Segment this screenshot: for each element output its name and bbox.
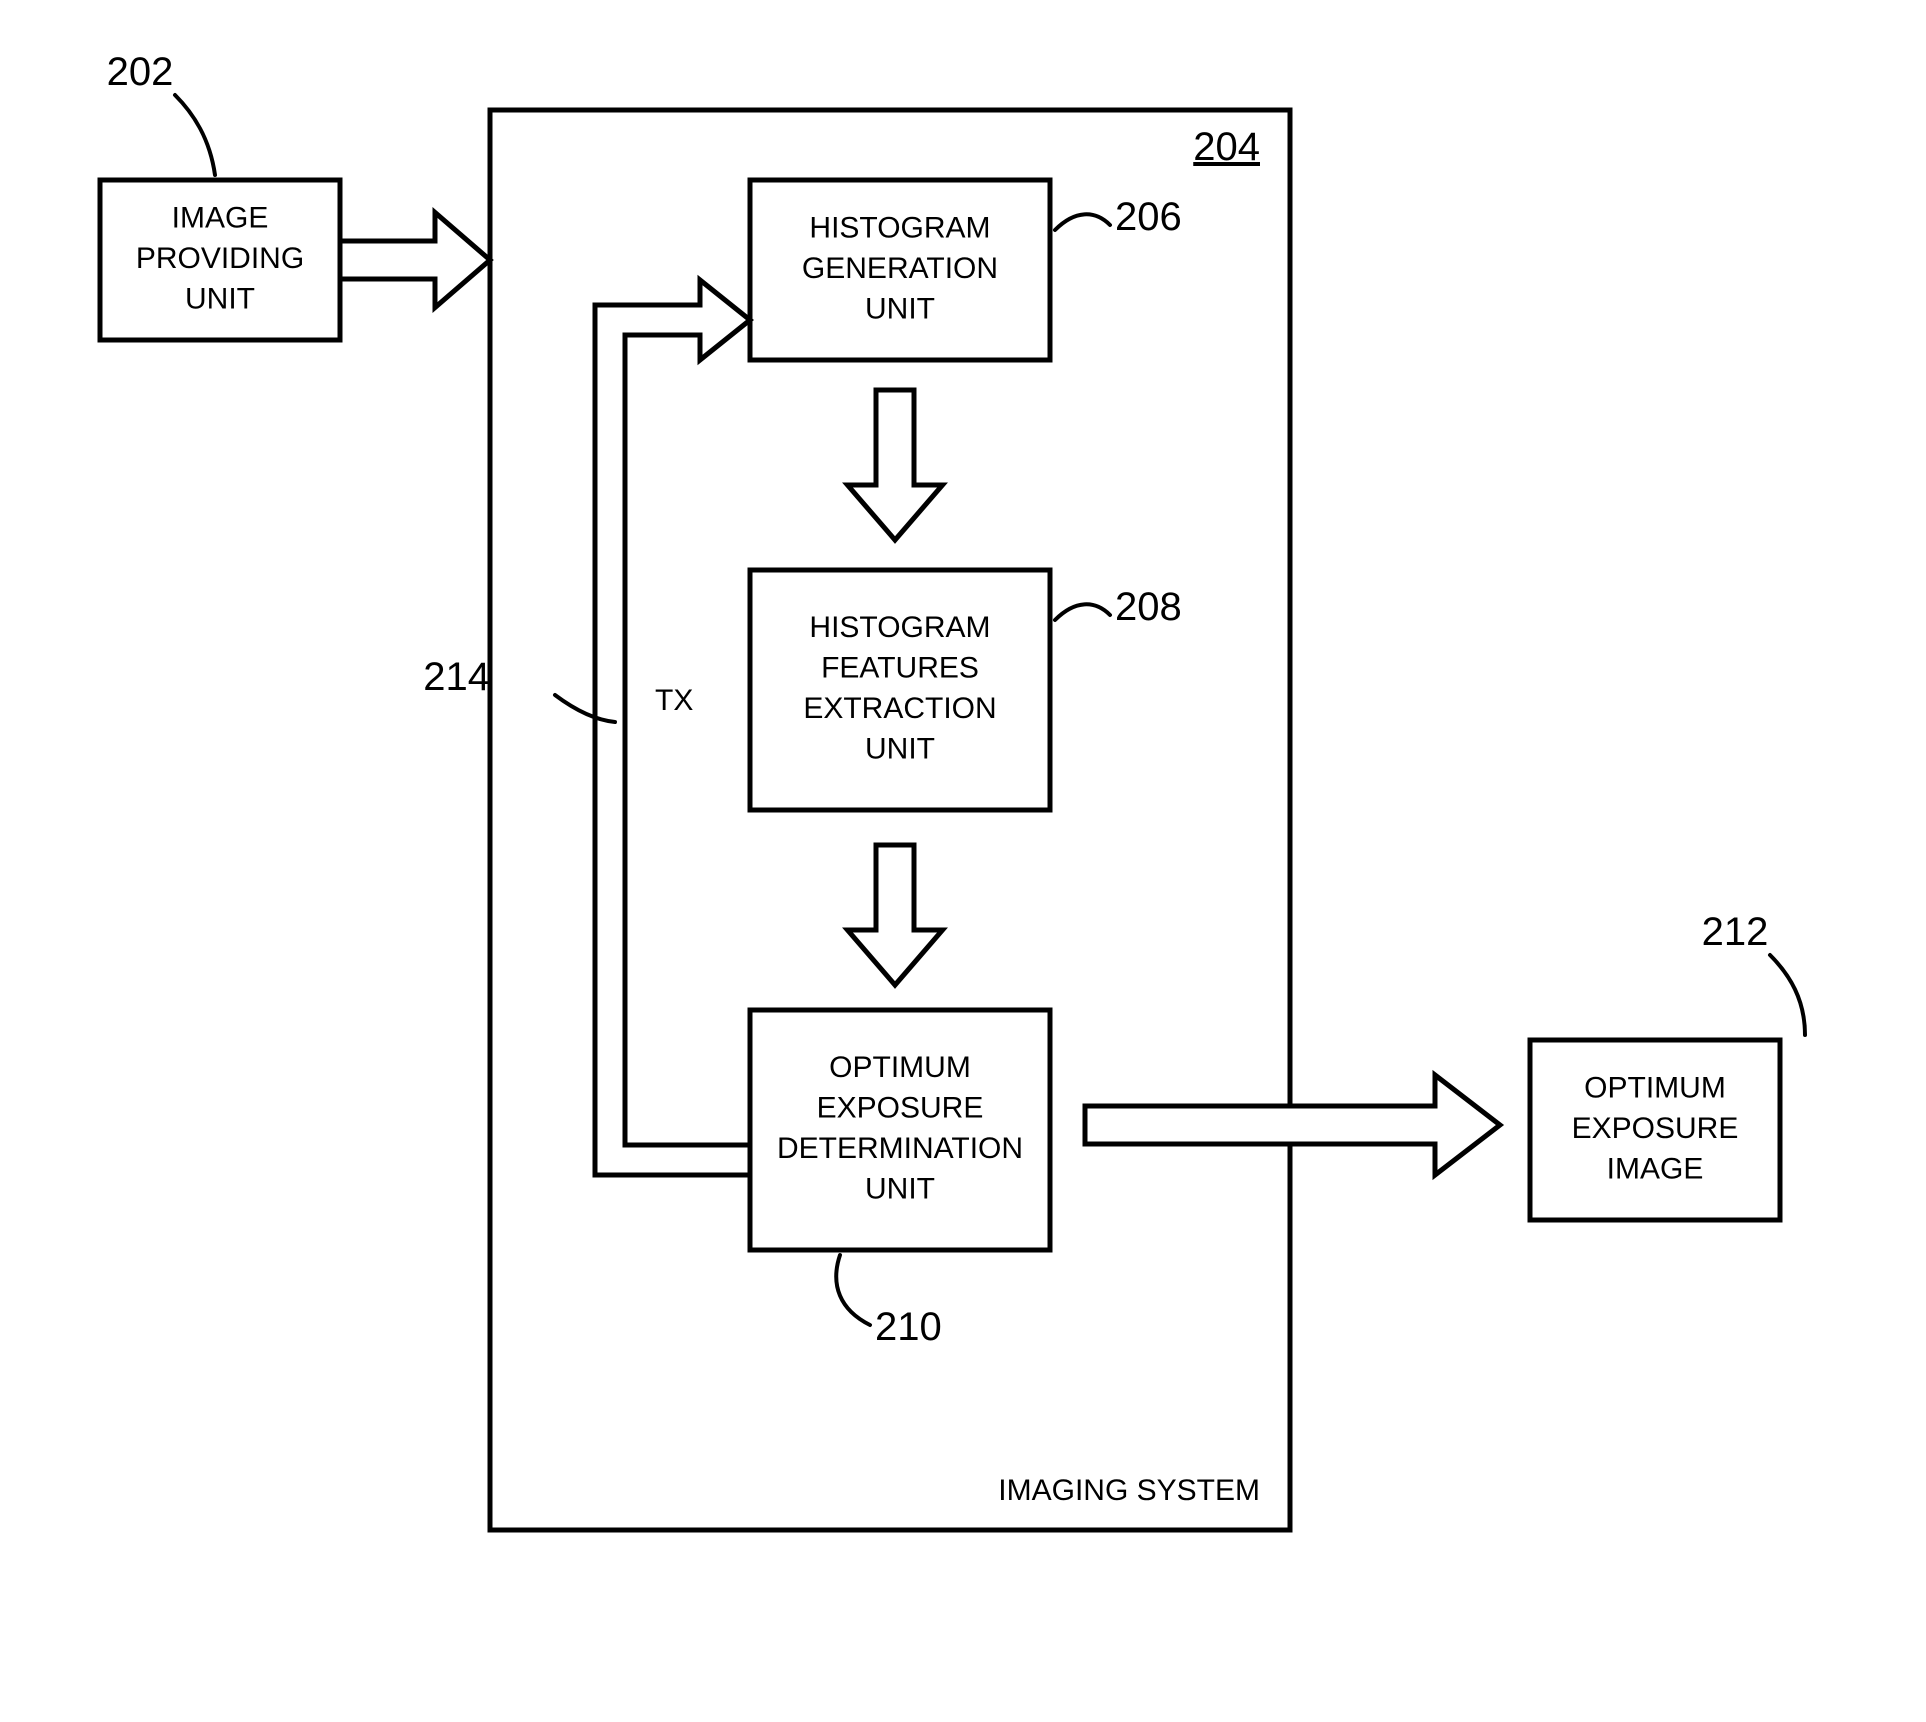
ref-204: 204 <box>1193 125 1260 169</box>
label-line: UNIT <box>865 292 935 325</box>
ref-206: 206 <box>1115 195 1182 239</box>
label-line: EXPOSURE <box>817 1092 984 1125</box>
optimum-exposure-image-label: OPTIMUM EXPOSURE IMAGE <box>1572 1071 1739 1185</box>
label-line: EXTRACTION <box>803 692 996 725</box>
feedback-arrow-tx <box>595 280 750 1175</box>
label-line: OPTIMUM <box>1584 1071 1726 1104</box>
callout-0 <box>175 95 215 175</box>
label-line: OPTIMUM <box>829 1051 971 1084</box>
label-line: UNIT <box>185 282 255 315</box>
ref-208: 208 <box>1115 585 1182 629</box>
label-line: UNIT <box>865 1173 935 1206</box>
histogram-features-extraction-unit <box>750 570 1050 810</box>
ref-212: 212 <box>1702 910 1769 954</box>
ref-210: 210 <box>875 1305 942 1349</box>
callout-2 <box>1055 604 1110 620</box>
label-line: UNIT <box>865 733 935 766</box>
label-line: GENERATION <box>802 252 998 285</box>
label-line: IMAGE <box>172 201 269 234</box>
histogram-features-extraction-unit-label: HISTOGRAM FEATURES EXTRACTION UNIT <box>803 611 996 766</box>
image-providing-unit-label: IMAGE PROVIDING UNIT <box>136 201 304 315</box>
label-line: PROVIDING <box>136 242 304 275</box>
arrow-input-to-system <box>340 213 490 308</box>
label-line: HISTOGRAM <box>809 611 990 644</box>
label-tx: TX <box>655 684 693 717</box>
ref-202: 202 <box>107 50 174 94</box>
arrow-down-1 <box>848 845 943 985</box>
callout-4 <box>1770 955 1805 1035</box>
label-line: EXPOSURE <box>1572 1112 1739 1145</box>
ref-214: 214 <box>423 655 490 699</box>
callout-3 <box>836 1255 870 1325</box>
label-line: IMAGE <box>1607 1152 1704 1185</box>
arrow-down-0 <box>848 390 943 540</box>
callout-1 <box>1055 214 1110 230</box>
label-line: DETERMINATION <box>777 1132 1023 1165</box>
imaging-system-label: IMAGING SYSTEM <box>998 1474 1260 1507</box>
histogram-generation-unit-label: HISTOGRAM GENERATION UNIT <box>802 211 998 325</box>
label-line: HISTOGRAM <box>809 211 990 244</box>
label-line: FEATURES <box>821 652 979 685</box>
optimum-exposure-determination-unit <box>750 1010 1050 1250</box>
optimum-exposure-determination-unit-label: OPTIMUM EXPOSURE DETERMINATION UNIT <box>777 1051 1023 1206</box>
